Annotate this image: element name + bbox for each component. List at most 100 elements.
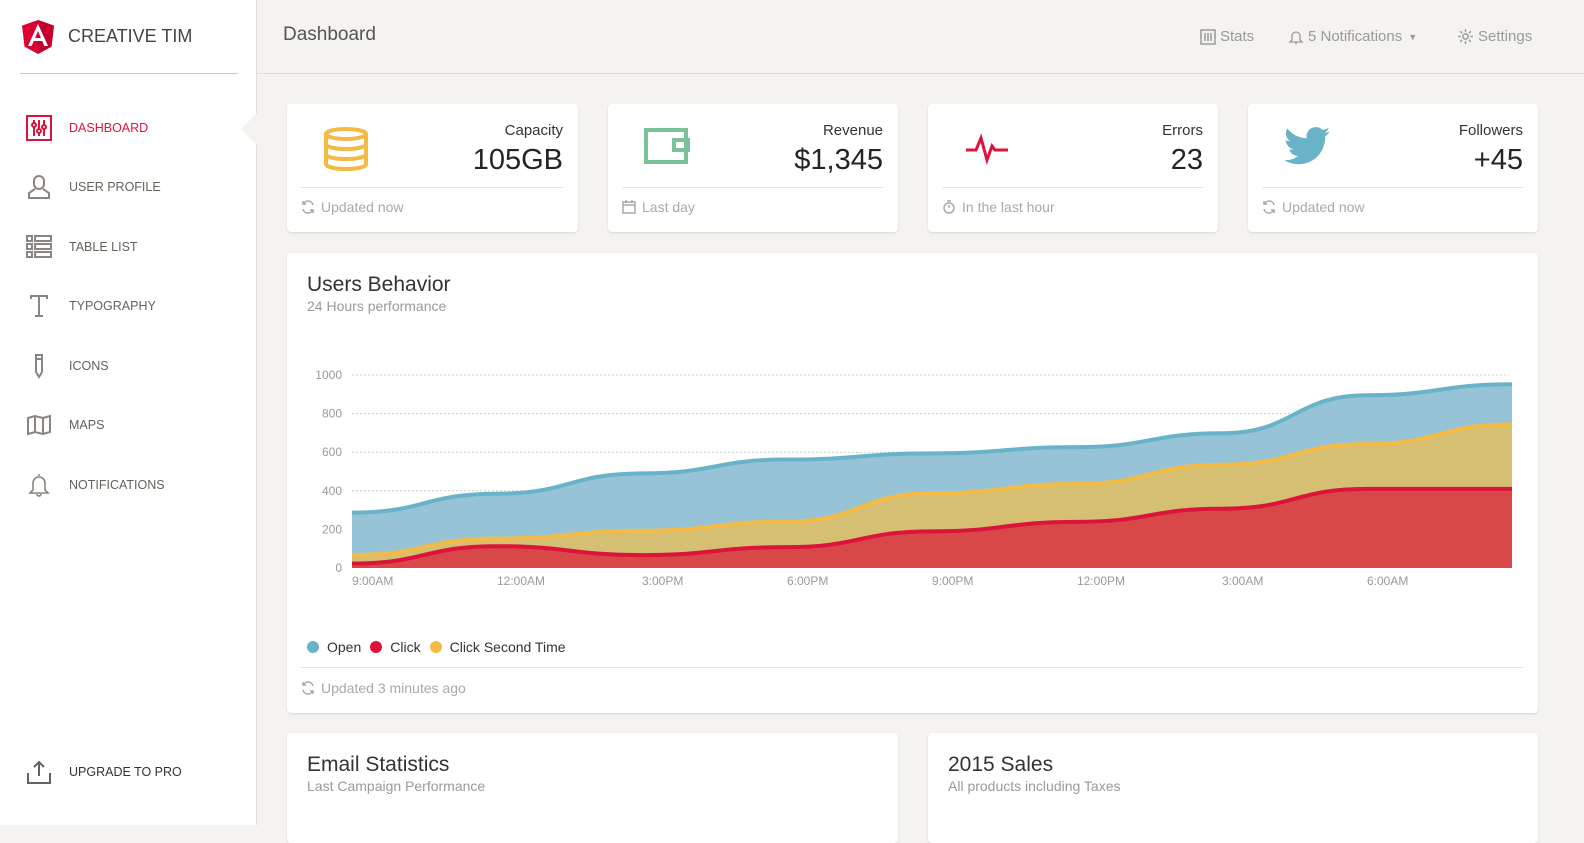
stat-card-errors: Errors 23 In the last hour xyxy=(928,104,1218,232)
bell-icon xyxy=(1288,30,1304,44)
legend-item-click-second-time: Click Second Time xyxy=(429,639,566,655)
sidebar-item-table-list[interactable]: TABLE LIST xyxy=(25,233,138,261)
upgrade-label: UPGRADE TO PRO xyxy=(69,765,182,779)
legend-dot xyxy=(370,641,383,653)
settings-link[interactable]: Settings xyxy=(1457,28,1532,45)
sidebar-item-maps[interactable]: MAPS xyxy=(25,411,104,439)
x-tick-label: 6:00PM xyxy=(787,574,828,588)
stat-card-capacity: Capacity 105GB Updated now xyxy=(287,104,578,232)
x-tick-label: 3:00PM xyxy=(642,574,683,588)
card-subtitle: All products including Taxes xyxy=(948,778,1121,794)
legend-label: Open xyxy=(327,639,362,655)
x-tick-label: 6:00AM xyxy=(1367,574,1408,588)
settings-label: Settings xyxy=(1478,28,1533,45)
brand-name: CREATIVE TIM xyxy=(68,26,193,46)
email-statistics-card: Email Statistics Last Campaign Performan… xyxy=(287,733,898,843)
stat-footer: Updated now xyxy=(1262,199,1365,215)
pulse-icon xyxy=(964,126,1010,177)
divider xyxy=(301,667,1523,668)
sidebar-item-notifications[interactable]: NOTIFICATIONS xyxy=(25,471,165,499)
stat-value: $1,345 xyxy=(794,144,883,176)
stat-footer-text: In the last hour xyxy=(962,199,1055,215)
stat-footer: Updated now xyxy=(301,199,404,215)
sidebar-item-label: ICONS xyxy=(69,359,109,373)
x-tick-label: 12:00PM xyxy=(1077,574,1125,588)
card-title: Users Behavior xyxy=(307,273,451,296)
divider xyxy=(942,187,1203,188)
stopwatch-icon xyxy=(943,200,955,214)
pencil-icon xyxy=(25,352,53,380)
stat-label: Errors xyxy=(1162,122,1203,139)
upgrade-to-pro-button[interactable]: UPGRADE TO PRO xyxy=(25,758,182,786)
y-tick-label: 0 xyxy=(335,561,342,575)
stat-footer: In the last hour xyxy=(942,199,1055,215)
sidebar-item-label: NOTIFICATIONS xyxy=(69,478,165,492)
stats-icon xyxy=(1200,28,1216,45)
sidebar-item-label: MAPS xyxy=(69,418,105,432)
refresh-icon xyxy=(302,681,314,695)
notifications-dropdown[interactable]: 5 Notifications ▼ xyxy=(1288,28,1417,45)
legend-label: Click xyxy=(390,639,421,655)
sidebar-item-dashboard[interactable]: DASHBOARD xyxy=(25,114,148,142)
card-subtitle: 24 Hours performance xyxy=(307,298,447,314)
calendar-icon xyxy=(622,200,636,214)
sidebar-item-icons[interactable]: ICONS xyxy=(25,352,109,380)
legend-dot xyxy=(429,641,442,653)
divider xyxy=(301,187,563,188)
caret-down-icon: ▼ xyxy=(1408,31,1418,42)
y-tick-label: 800 xyxy=(322,407,342,421)
stat-footer-text: Updated now xyxy=(321,199,404,215)
table-list-icon xyxy=(25,233,53,261)
x-tick-label: 3:00AM xyxy=(1222,574,1263,588)
line-open xyxy=(351,382,1513,515)
x-tick-label: 12:00AM xyxy=(497,574,545,588)
brand-logo[interactable]: CREATIVE TIM xyxy=(20,0,238,74)
stat-label: Capacity xyxy=(504,122,563,139)
refresh-icon xyxy=(1263,200,1275,214)
area-click xyxy=(352,488,1512,568)
legend-item-click: Click xyxy=(370,639,421,655)
top-navbar: Dashboard Stats 5 Notifications ▼ Settin… xyxy=(257,0,1584,74)
y-tick-label: 400 xyxy=(322,484,342,498)
stat-footer: Last day xyxy=(622,199,695,215)
stat-footer-text: Updated now xyxy=(1282,199,1365,215)
card-footer: Updated 3 minutes ago xyxy=(301,680,466,696)
users-behavior-card: Users Behavior 24 Hours performance 0 200… xyxy=(287,253,1538,713)
card-title: 2015 Sales xyxy=(948,753,1054,776)
sidebar-item-label: DASHBOARD xyxy=(69,121,149,135)
sidebar-item-label: USER PROFILE xyxy=(69,180,161,194)
divider xyxy=(1262,187,1523,188)
twitter-icon xyxy=(1284,126,1330,171)
sidebar-item-label: TABLE LIST xyxy=(69,240,138,254)
card-subtitle: Last Campaign Performance xyxy=(307,778,486,794)
bell-icon xyxy=(25,471,53,499)
stat-footer-text: Last day xyxy=(642,199,695,215)
stat-card-revenue: Revenue $1,345 Last day xyxy=(608,104,898,232)
upload-icon xyxy=(25,758,53,786)
stat-label: Followers xyxy=(1458,122,1523,139)
line-click xyxy=(351,486,1512,566)
wallet-icon xyxy=(644,126,690,171)
notifications-label: 5 Notifications xyxy=(1308,28,1403,45)
sidebar-item-typography[interactable]: TYPOGRAPHY xyxy=(25,292,156,320)
stat-value: 23 xyxy=(1170,144,1203,176)
sales-card: 2015 Sales All products including Taxes xyxy=(928,733,1538,843)
y-tick-label: 600 xyxy=(322,445,342,459)
y-tick-label: 200 xyxy=(322,522,342,536)
divider xyxy=(622,187,883,188)
gear-icon xyxy=(1458,29,1473,44)
active-indicator xyxy=(241,113,257,145)
sidebar-item-user-profile[interactable]: USER PROFILE xyxy=(25,173,161,201)
stats-link[interactable]: Stats xyxy=(1200,28,1254,45)
chart-legend: Open Click Click Second Time xyxy=(307,639,575,655)
user-icon xyxy=(25,173,53,201)
stat-value: 105GB xyxy=(472,144,563,176)
refresh-icon xyxy=(302,200,314,214)
legend-dot xyxy=(307,641,319,653)
legend-label: Click Second Time xyxy=(449,639,566,655)
stat-label: Revenue xyxy=(822,122,883,139)
sidebar-item-label: TYPOGRAPHY xyxy=(69,299,156,313)
typography-icon xyxy=(25,292,53,320)
footer-text: Updated 3 minutes ago xyxy=(321,680,466,696)
database-icon xyxy=(323,126,369,177)
